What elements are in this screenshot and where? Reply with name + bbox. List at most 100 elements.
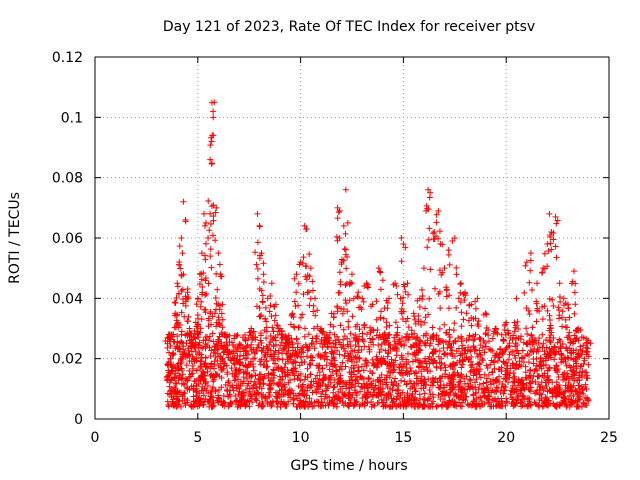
data-point <box>165 401 172 408</box>
data-point <box>511 328 518 335</box>
data-point <box>552 243 559 250</box>
data-point <box>295 372 302 379</box>
data-point <box>543 383 550 390</box>
data-point <box>393 283 400 290</box>
data-point <box>224 369 231 376</box>
data-point <box>396 395 403 402</box>
data-point <box>233 398 240 405</box>
data-point <box>375 265 382 272</box>
data-point <box>433 332 440 339</box>
data-point <box>198 354 205 361</box>
data-point <box>324 334 331 341</box>
data-point <box>584 345 591 352</box>
data-point <box>524 340 531 347</box>
data-point <box>492 325 499 332</box>
data-point <box>329 357 336 364</box>
data-point <box>546 364 553 371</box>
data-point <box>274 381 281 388</box>
data-point <box>435 341 442 348</box>
data-point <box>361 391 368 398</box>
data-point <box>225 377 232 384</box>
data-point <box>300 254 307 261</box>
data-point <box>429 379 436 386</box>
data-point <box>192 335 199 342</box>
data-point <box>481 387 488 394</box>
data-point <box>526 401 533 408</box>
data-point <box>293 335 300 342</box>
data-point <box>567 355 574 362</box>
data-point <box>266 382 273 389</box>
data-point <box>556 312 563 319</box>
data-point <box>207 253 214 260</box>
data-point <box>318 390 325 397</box>
data-point <box>263 335 270 342</box>
data-point <box>522 363 529 370</box>
data-point <box>365 375 372 382</box>
data-point <box>412 394 419 401</box>
data-point <box>446 305 453 312</box>
data-point <box>291 358 298 365</box>
data-point <box>235 367 242 374</box>
data-point <box>219 316 226 323</box>
data-point <box>365 343 372 350</box>
data-point <box>526 311 533 318</box>
data-point <box>405 291 412 298</box>
data-point <box>458 364 465 371</box>
data-point <box>315 402 322 409</box>
data-point <box>533 318 540 325</box>
data-point <box>479 356 486 363</box>
data-point <box>327 374 334 381</box>
data-point <box>301 333 308 340</box>
data-point <box>301 392 308 399</box>
data-point <box>520 359 527 366</box>
data-point <box>548 386 555 393</box>
data-point <box>293 271 300 278</box>
data-point <box>182 400 189 407</box>
data-point <box>207 210 214 217</box>
data-point <box>200 378 207 385</box>
data-point <box>274 322 281 329</box>
data-point <box>565 379 572 386</box>
data-point <box>489 387 496 394</box>
data-point <box>397 295 404 302</box>
data-point <box>506 351 513 358</box>
data-point <box>569 278 576 285</box>
data-point <box>290 347 297 354</box>
data-point <box>303 353 310 360</box>
data-point <box>278 339 285 346</box>
data-point <box>216 373 223 380</box>
data-point <box>291 298 298 305</box>
data-point <box>585 353 592 360</box>
data-point <box>217 302 224 309</box>
data-point <box>572 328 579 335</box>
x-tick-label: 20 <box>497 430 515 446</box>
data-point <box>362 357 369 364</box>
data-point <box>532 337 539 344</box>
data-point <box>223 342 230 349</box>
data-point <box>234 331 241 338</box>
data-point <box>565 396 572 403</box>
data-point <box>200 269 207 276</box>
data-point <box>173 320 180 327</box>
data-point <box>206 227 213 234</box>
data-point <box>437 305 444 312</box>
data-point <box>314 383 321 390</box>
data-point <box>197 366 204 373</box>
data-point <box>450 327 457 334</box>
data-point <box>286 386 293 393</box>
data-point <box>343 265 350 272</box>
data-point <box>220 363 227 370</box>
data-point <box>249 334 256 341</box>
data-point <box>272 347 279 354</box>
data-point <box>472 346 479 353</box>
data-point <box>459 342 466 349</box>
data-point <box>306 251 313 258</box>
data-point <box>343 280 350 287</box>
data-point <box>384 353 391 360</box>
data-point <box>546 210 553 217</box>
data-point <box>340 222 347 229</box>
data-point <box>547 240 554 247</box>
data-point <box>528 332 535 339</box>
data-point <box>360 367 367 374</box>
data-point <box>583 386 590 393</box>
